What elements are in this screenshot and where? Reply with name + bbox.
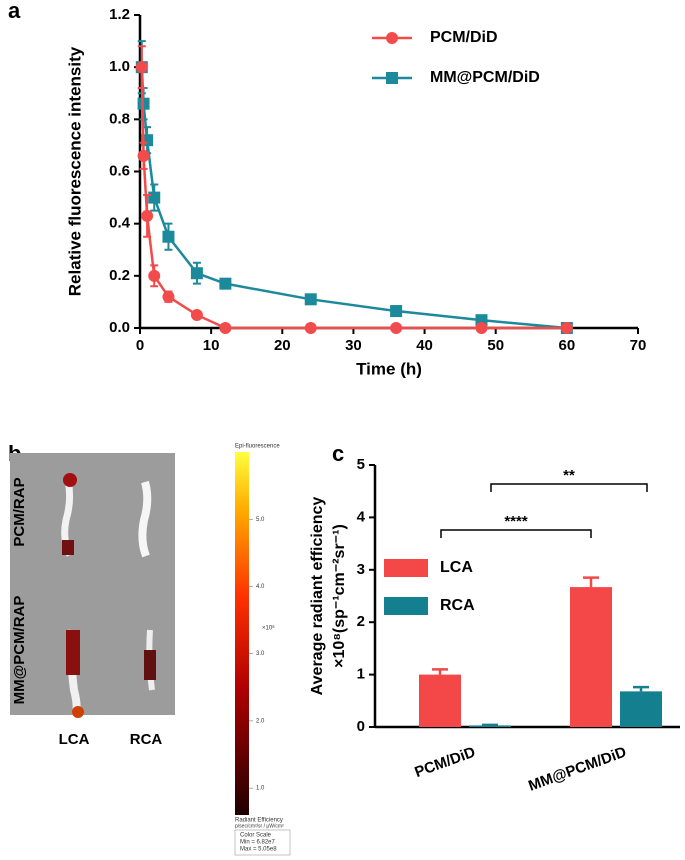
- x-tick-label: 50: [487, 337, 504, 354]
- marker: [386, 32, 398, 44]
- y-tick-label: 0.8: [109, 110, 130, 127]
- column-label: LCA: [59, 731, 90, 748]
- marker: [190, 308, 203, 321]
- colorbar-title: Epi-fluorescence: [235, 444, 280, 450]
- y-tick-label: 1: [357, 666, 365, 683]
- significance-bracket: [440, 529, 592, 538]
- error-bar: [633, 685, 649, 692]
- colorbar-multiplier: ×10⁸: [262, 625, 275, 632]
- row-label: PCM/RAP: [11, 477, 28, 546]
- x-tick-label: 0: [136, 337, 144, 354]
- color-scale-max: Max = 5.05e8: [240, 847, 277, 853]
- y-tick-label: 0.2: [109, 267, 130, 284]
- color-scale-title: Color Scale: [240, 833, 272, 839]
- legend-label: RCA: [440, 597, 475, 614]
- legend-label: LCA: [440, 559, 473, 576]
- significance-label: ****: [504, 513, 528, 530]
- significance-label: **: [563, 467, 575, 484]
- colorbar-tick-label: 5.0: [256, 517, 265, 523]
- x-tick-label: 10: [203, 337, 220, 354]
- marker: [560, 322, 573, 334]
- y-tick-label: 1.2: [109, 6, 130, 23]
- bar: [469, 725, 511, 727]
- marker: [190, 267, 203, 280]
- marker: [390, 305, 403, 318]
- marker: [137, 149, 150, 162]
- marker: [475, 322, 488, 334]
- colorbar-tick-label: 4.0: [256, 584, 265, 590]
- image: [10, 453, 175, 718]
- panel-label: c: [332, 441, 344, 466]
- x-tick-label: 30: [345, 337, 362, 354]
- error-bar: [583, 576, 599, 588]
- significance-bracket: [490, 483, 648, 492]
- y-tick-label: 0: [357, 718, 365, 735]
- y-tick-label: 5: [357, 456, 365, 473]
- colorbar: [235, 452, 249, 815]
- marker: [162, 230, 175, 243]
- color-scale-box: [234, 829, 291, 856]
- legend-label: PCM/DiD: [430, 29, 498, 46]
- y-tick-label: 1.0: [109, 58, 130, 75]
- marker: [304, 293, 317, 306]
- marker: [219, 322, 232, 334]
- bar: [419, 674, 461, 727]
- x-tick-label: MM@PCM/DiD: [526, 743, 629, 794]
- y-axis-label: Relative fluorescence intensity: [65, 46, 84, 296]
- y-tick-label: 3: [357, 561, 365, 578]
- legend-swatch: [384, 559, 428, 577]
- y-tick-label: 0.4: [109, 215, 131, 232]
- marker: [162, 290, 175, 303]
- marker: [219, 277, 232, 290]
- y-axis-unit: ×10⁸(sp⁻¹cm⁻²sr⁻¹): [331, 524, 348, 668]
- marker: [135, 61, 148, 74]
- colorbar-tick-label: 2.0: [256, 718, 265, 724]
- bar: [620, 691, 662, 727]
- series-line: [140, 67, 567, 330]
- y-tick-label: 0.6: [109, 162, 130, 179]
- marker: [148, 269, 161, 282]
- y-axis-label: Average radiant efficiency: [309, 497, 326, 696]
- y-tick-label: 2: [357, 613, 365, 630]
- row-label: MM@PCM/RAP: [11, 596, 28, 705]
- x-tick-label: 20: [274, 337, 291, 354]
- x-tick-label: 70: [630, 337, 647, 354]
- colorbar-tick-label: 1.0: [256, 786, 265, 792]
- x-tick-label: 60: [559, 337, 576, 354]
- marker: [148, 191, 161, 204]
- colorbar-unit-title: Radiant Efficiency: [235, 818, 283, 824]
- panel-label: a: [8, 0, 21, 23]
- legend-label: MM@PCM/DiD: [430, 69, 540, 86]
- column-label: RCA: [130, 731, 163, 748]
- error-bar: [482, 723, 498, 727]
- marker: [390, 322, 403, 334]
- x-tick-label: 40: [416, 337, 433, 354]
- x-axis-label: Time (h): [356, 359, 422, 378]
- legend-swatch: [384, 597, 428, 615]
- color-scale-min: Min = 6.82e7: [240, 840, 276, 846]
- y-tick-label: 4: [357, 508, 366, 525]
- bar: [570, 587, 612, 727]
- marker: [141, 209, 154, 222]
- colorbar-tick-label: 3.0: [256, 651, 265, 657]
- y-tick-label: 0.0: [109, 319, 130, 336]
- error-bar: [432, 668, 448, 675]
- marker: [386, 72, 398, 84]
- series-line: [140, 67, 567, 330]
- marker: [304, 322, 317, 334]
- colorbar-unit: p/sec/cm²/sr / μW/cm²: [235, 823, 284, 829]
- x-tick-label: PCM/DiD: [412, 743, 477, 781]
